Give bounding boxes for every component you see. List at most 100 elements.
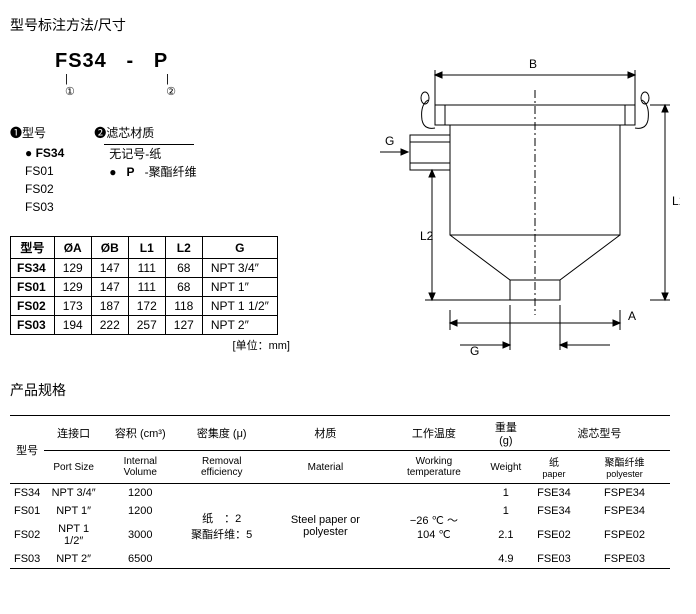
label-A: A [628,309,636,323]
c: 172 [128,297,165,316]
c: FS01 [11,278,55,297]
dim-row-0: FS3412914711168NPT 3/4″ [11,259,278,278]
mark2-line: | [166,73,169,86]
h-temp1: 工作温度 [385,416,483,451]
c: 4.9 [483,550,529,569]
c: FS02 [10,520,44,550]
c: 68 [165,278,202,297]
h-elem: 滤芯型号 [529,416,670,451]
mat-merged: Steel paper or polyester [266,484,385,569]
legend-2-title: ❷滤芯材质 [94,124,196,141]
dimension-table: 型号 ØA ØB L1 L2 G FS3412914711168NPT 3/4″… [10,236,278,335]
c: 222 [91,316,128,335]
h-port2: Port Size [44,451,103,484]
dim-h-4: L2 [165,237,202,259]
top-area: FS34 - P | | ① ② ❶型号 ● FS34 FS01 FS02 FS… [10,50,686,360]
eff-merged: 纸 ：2聚酯纤维：5 [178,484,266,569]
h-wt2: Weight [483,451,529,484]
c: 173 [54,297,91,316]
mark2: ② [166,86,176,99]
h-vol2: Internal Volume [103,451,178,484]
legend-1-item-0-text: FS34 [36,146,65,160]
c: NPT 3/4″ [202,259,277,278]
c: 2.1 [483,520,529,550]
c: 68 [165,259,202,278]
dim-h-3: L1 [128,237,165,259]
c: 127 [165,316,202,335]
h-eff1: 密集度 (μ) [178,416,266,451]
legend-1-item-0: ● FS34 [25,144,64,162]
c: FS34 [11,259,55,278]
h-paper: 纸 paper [529,451,579,484]
c: FSPE34 [579,502,670,520]
label-G-left: G [385,134,394,148]
c: FS01 [10,502,44,520]
c: FSE03 [529,550,579,569]
h-eff2: Removal efficiency [178,451,266,484]
h-model: 型号 [10,416,44,484]
temp-merged: −26 ℃ ～104 ℃ [385,484,483,569]
c: 129 [54,259,91,278]
h-vol1: 容积 (cm³) [103,416,178,451]
c: NPT 2″ [202,316,277,335]
mark1: ① [65,86,85,99]
label-B: B [529,57,537,71]
section-title-1: 型号标注方法/尺寸 [10,15,686,35]
model-example: FS34 - P [55,50,350,73]
c: 111 [128,278,165,297]
c: FSPE03 [579,550,670,569]
filter-diagram: B G L1 L2 A G [350,50,680,360]
c: 118 [165,297,202,316]
c: FSE34 [529,502,579,520]
c: NPT 1 1/2″ [202,297,277,316]
model-part1: FS34 [55,50,107,72]
legend-2-line1: 无记号-纸 [109,145,196,163]
label-L2: L2 [420,229,434,243]
legend-2-line2: ● P -聚酯纤维 [109,163,196,181]
c: 147 [91,259,128,278]
c: 1200 [103,502,178,520]
h-temp2: Working temperature [385,451,483,484]
c: 187 [91,297,128,316]
legend-1-title: ❶型号 [10,124,64,141]
legend-1-item-3: FS03 [25,198,64,216]
model-marks: | | ① ② [65,73,350,99]
c: 6500 [103,550,178,569]
legend-2-desc: -聚酯纤维 [145,165,197,179]
spec-row-0: FS34 NPT 3/4″ 1200 纸 ：2聚酯纤维：5 Steel pape… [10,484,670,503]
c: 129 [54,278,91,297]
right-column: B G L1 L2 A G [350,50,686,360]
legend-1-item-2: FS02 [25,180,64,198]
c: 1 [483,484,529,503]
spec-table: 型号 连接口 容积 (cm³) 密集度 (μ) 材质 工作温度 重量 (g) 滤… [10,415,670,569]
c: NPT 1″ [44,502,103,520]
c: NPT 3/4″ [44,484,103,503]
legend-row: ❶型号 ● FS34 FS01 FS02 FS03 ❷滤芯材质 无记号-纸 ● … [10,124,350,216]
dim-h-1: ØA [54,237,91,259]
c: FS02 [11,297,55,316]
c: FSPE34 [579,484,670,503]
c: 147 [91,278,128,297]
dim-header-row: 型号 ØA ØB L1 L2 G [11,237,278,259]
section-title-2: 产品规格 [10,380,686,400]
c: FSE02 [529,520,579,550]
c: 111 [128,259,165,278]
dim-row-3: FS03194222257127NPT 2″ [11,316,278,335]
dim-row-2: FS02173187172118NPT 1 1/2″ [11,297,278,316]
legend-2-bullet: ● [109,165,116,179]
c: NPT 1″ [202,278,277,297]
dim-h-0: 型号 [11,237,55,259]
c: 194 [54,316,91,335]
spec-header-2: Port Size Internal Volume Removal effici… [10,451,670,484]
legend-2-code: P [127,165,135,179]
dim-h-5: G [202,237,277,259]
c: 257 [128,316,165,335]
mark1-line: | [65,73,85,86]
label-L1: L1 [672,194,680,208]
dim-h-2: ØB [91,237,128,259]
c: 1200 [103,484,178,503]
h-wt1: 重量 (g) [483,416,529,451]
c: FS03 [11,316,55,335]
h-mat2: Material [266,451,385,484]
h-mat1: 材质 [266,416,385,451]
